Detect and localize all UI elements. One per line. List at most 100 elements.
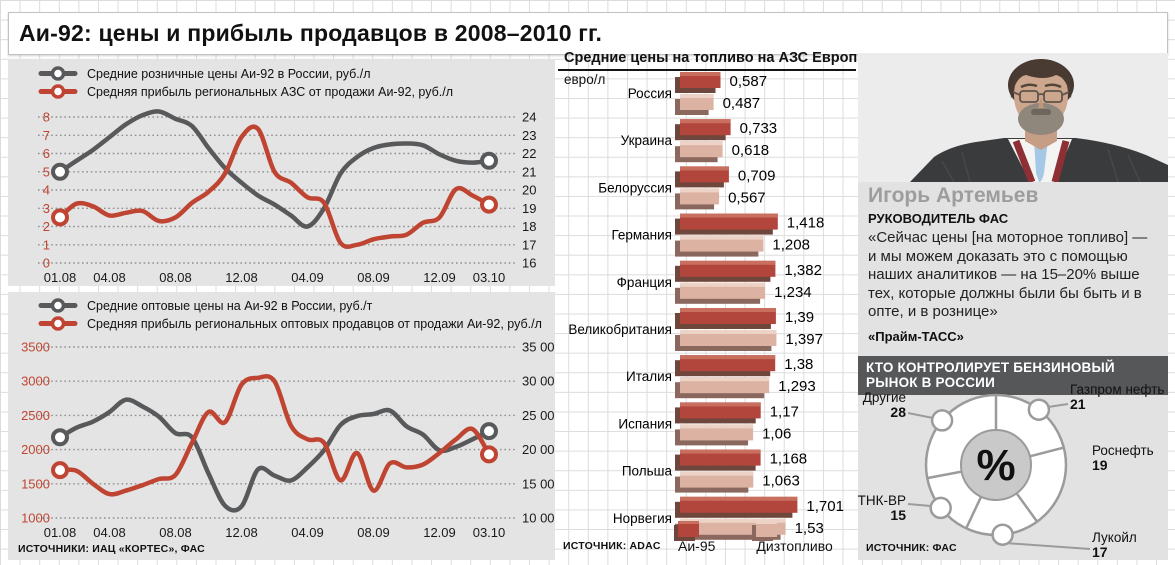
svg-text:Испания: Испания — [618, 416, 672, 431]
svg-text:1,53: 1,53 — [795, 520, 824, 537]
svg-text:20: 20 — [522, 183, 536, 198]
svg-text:1500: 1500 — [21, 476, 50, 491]
europe-chart-unit: евро/л — [564, 72, 606, 87]
europe-fuel-bar-chart: Россия 0,587 0,487 Украина 0,733 0,618 Белорус… — [568, 72, 844, 540]
europe-chart-legend: Аи-95 Дизтопливо — [678, 521, 856, 554]
wholesale-price-profit-line-chart: 1000 10 000 1500 15 000 2000 20 000 2500 25 000… — [21, 340, 555, 541]
svg-text:4: 4 — [43, 183, 50, 198]
svg-text:0,709: 0,709 — [738, 167, 776, 184]
retail-price-profit-line-chart: 0 16 1 17 2 18 3 19 4 20 5 21 6 22 7 23 8 24 01.08 04.08 08.… — [38, 109, 536, 285]
europe-legend-item: Аи-95 — [678, 521, 740, 554]
svg-text:19: 19 — [522, 201, 536, 216]
portrait-illustration — [858, 53, 1168, 184]
svg-text:18: 18 — [522, 219, 536, 234]
legend-label: Средние розничные цены Аи-92 в России, р… — [87, 66, 371, 81]
svg-text:1,208: 1,208 — [772, 237, 810, 254]
svg-text:24: 24 — [522, 110, 536, 125]
svg-text:1: 1 — [43, 237, 50, 252]
svg-text:01.08: 01.08 — [44, 525, 77, 540]
europe-legend-item: Дизтопливо — [756, 521, 856, 554]
svg-text:1,168: 1,168 — [770, 451, 808, 468]
svg-text:03.10: 03.10 — [473, 525, 506, 540]
svg-text:10 000: 10 000 — [522, 511, 555, 526]
svg-text:Великобритания: Великобритания — [568, 322, 672, 337]
retail-chart-panel: Средние розничные цены Аи-92 в России, р… — [8, 60, 555, 286]
svg-text:17: 17 — [522, 237, 536, 252]
svg-text:1,701: 1,701 — [806, 498, 844, 515]
legend-item: Средняя прибыль региональных АЗС от прод… — [38, 84, 555, 99]
legend-item: Средняя прибыль региональных оптовых про… — [38, 316, 555, 331]
svg-text:8: 8 — [43, 110, 50, 125]
svg-text:04.08: 04.08 — [93, 525, 126, 540]
legend-line-marker-icon — [38, 66, 78, 81]
svg-text:Германия: Германия — [611, 228, 672, 243]
svg-text:Польша: Польша — [622, 464, 673, 479]
legend-label: Средняя прибыль региональных оптовых про… — [87, 316, 542, 331]
svg-text:1,418: 1,418 — [787, 215, 825, 232]
svg-text:12.09: 12.09 — [423, 270, 456, 285]
legend-item: Средние розничные цены Аи-92 в России, р… — [38, 66, 555, 81]
right-column: Игорь Артемьев РУКОВОДИТЕЛЬ ФАС «Сейчас … — [858, 53, 1168, 560]
svg-text:2000: 2000 — [21, 442, 50, 457]
europe-fuel-panel: Средние цены на топливо на АЗС Европы ев… — [558, 48, 870, 560]
legend-line-marker-icon — [38, 84, 78, 99]
svg-text:5: 5 — [43, 164, 50, 179]
svg-text:04.09: 04.09 — [291, 270, 324, 285]
glasses-icon — [1012, 90, 1070, 103]
wholesale-chart-panel: Средние оптовые цены на Аи-92 в России, … — [8, 292, 555, 560]
svg-text:1,38: 1,38 — [784, 356, 813, 373]
legend-label: Аи-95 — [678, 538, 716, 554]
svg-text:12.08: 12.08 — [225, 525, 258, 540]
svg-text:12.08: 12.08 — [225, 270, 258, 285]
europe-chart-title: Средние цены на топливо на АЗС Европы — [558, 48, 870, 71]
svg-text:3000: 3000 — [21, 374, 50, 389]
svg-text:08.08: 08.08 — [159, 525, 192, 540]
person-quote: «Сейчас цены [на моторное топливо] — и м… — [868, 229, 1148, 320]
pie-section-title: КТО КОНТРОЛИРУЕТ БЕНЗИНОВЫЙ РЫНОК В РОСС… — [858, 356, 1168, 395]
svg-text:04.09: 04.09 — [291, 525, 324, 540]
svg-text:0,618: 0,618 — [732, 142, 770, 159]
svg-text:2500: 2500 — [21, 408, 50, 423]
legend-label: Средние оптовые цены на Аи-92 в России, … — [87, 298, 373, 313]
svg-text:7: 7 — [43, 128, 50, 143]
svg-text:1,382: 1,382 — [784, 262, 822, 279]
svg-text:12.09: 12.09 — [423, 525, 456, 540]
legend-line-marker-icon — [38, 316, 78, 331]
svg-text:08.09: 08.09 — [357, 525, 390, 540]
legend-item: Средние оптовые цены на Аи-92 в России, … — [38, 298, 555, 313]
svg-text:Франция: Франция — [617, 275, 672, 290]
svg-text:15 000: 15 000 — [522, 476, 555, 491]
europe-source: ИСТОЧНИК: ADAC — [563, 540, 661, 552]
svg-text:23: 23 — [522, 128, 536, 143]
market-share-donut-chart: % — [907, 393, 1091, 550]
charts-source: ИСТОЧНИКИ: ИАЦ «КОРТЕС», ФАС — [18, 543, 205, 555]
pie-source: ИСТОЧНИК: ФАС — [866, 542, 957, 554]
svg-text:21: 21 — [522, 164, 536, 179]
svg-text:08.08: 08.08 — [159, 270, 192, 285]
svg-text:1,06: 1,06 — [762, 425, 791, 442]
svg-text:16: 16 — [522, 256, 536, 271]
svg-text:04.08: 04.08 — [93, 270, 126, 285]
svg-text:1000: 1000 — [21, 511, 50, 526]
portrait-photo — [858, 53, 1168, 184]
page-title: Аи-92: цены и прибыль продавцов в 2008–2… — [19, 20, 603, 46]
svg-text:2: 2 — [43, 219, 50, 234]
svg-text:0,487: 0,487 — [723, 95, 761, 112]
svg-text:20 000: 20 000 — [522, 442, 555, 457]
wholesale-chart-legend: Средние оптовые цены на Аи-92 в России, … — [8, 292, 555, 331]
svg-text:Белоруссия: Белоруссия — [598, 180, 672, 195]
svg-text:%: % — [976, 441, 1015, 490]
legend-line-marker-icon — [38, 298, 78, 313]
tie — [1034, 140, 1048, 182]
svg-text:1,234: 1,234 — [774, 284, 812, 301]
svg-text:03.10: 03.10 — [473, 270, 506, 285]
quote-attribution: «Прайм-ТАСС» — [868, 329, 964, 344]
lanyard-left — [1012, 139, 1036, 184]
nose — [1038, 97, 1044, 108]
svg-text:35 000: 35 000 — [522, 340, 555, 355]
svg-text:Норвегия: Норвегия — [613, 511, 672, 526]
svg-text:08.09: 08.09 — [357, 270, 390, 285]
svg-text:1,39: 1,39 — [785, 309, 814, 326]
svg-text:Россия: Россия — [628, 86, 672, 101]
